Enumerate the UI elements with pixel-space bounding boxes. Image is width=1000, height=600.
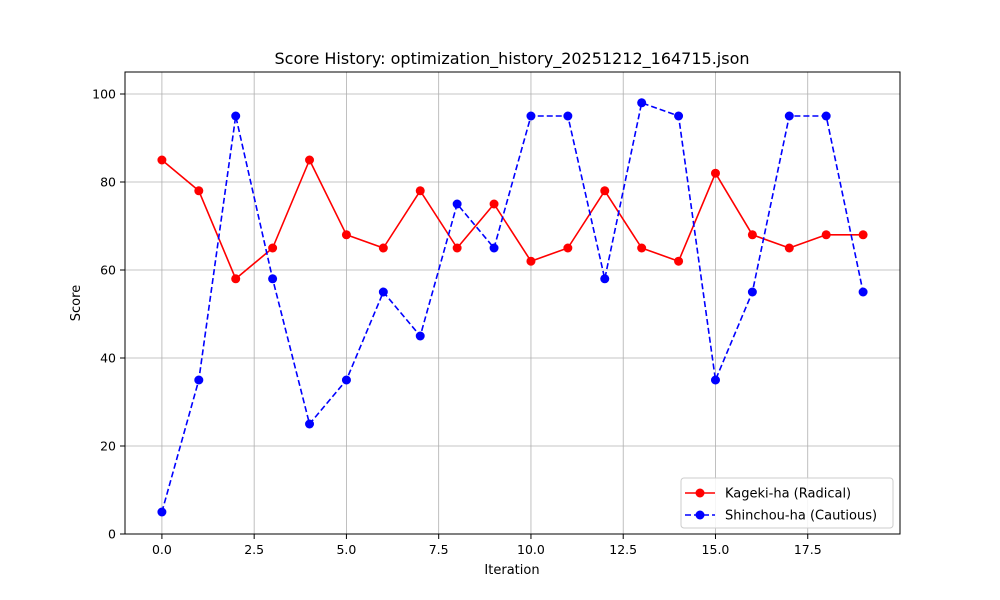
data-point (415, 331, 425, 341)
x-tick-label: 2.5 (244, 542, 264, 557)
data-point (305, 419, 315, 429)
y-axis-ticks: 0 20 40 60 80 100 (92, 87, 125, 542)
x-tick-label: 12.5 (609, 542, 637, 557)
data-point (305, 155, 315, 165)
data-point (637, 243, 647, 253)
legend-marker (695, 488, 705, 498)
x-tick-label: 10.0 (517, 542, 545, 557)
data-point (526, 256, 536, 266)
x-tick-label: 7.5 (429, 542, 449, 557)
data-point (157, 507, 167, 517)
data-point (858, 287, 868, 297)
data-point (747, 230, 757, 240)
data-point (452, 199, 462, 209)
y-tick-label: 20 (100, 439, 116, 454)
data-point (194, 186, 204, 196)
y-axis-label: Score (69, 285, 84, 321)
x-tick-label: 17.5 (794, 542, 822, 557)
data-point (194, 375, 204, 385)
y-tick-label: 40 (100, 351, 116, 366)
data-point (268, 274, 278, 284)
data-point (378, 243, 388, 253)
x-tick-label: 15.0 (702, 542, 730, 557)
data-point (710, 168, 720, 178)
data-point (821, 230, 831, 240)
data-point (268, 243, 278, 253)
data-point (378, 287, 388, 297)
data-point (710, 375, 720, 385)
data-point (674, 111, 684, 121)
legend-box (680, 477, 894, 529)
legend-label: Kageki-ha (Radical) (725, 487, 851, 502)
y-tick-label: 80 (100, 175, 116, 190)
data-point (784, 243, 794, 253)
data-point (489, 243, 499, 253)
y-tick-label: 100 (92, 87, 116, 102)
data-point (821, 111, 831, 121)
data-point (637, 98, 647, 108)
x-tick-label: 5.0 (336, 542, 356, 557)
data-point (341, 230, 351, 240)
x-axis-label: Iteration (484, 563, 539, 578)
plot-frame (124, 71, 901, 535)
data-point (231, 111, 241, 121)
series-line (161, 102, 864, 513)
y-tick-label: 0 (108, 527, 116, 542)
series-line (161, 159, 864, 280)
x-axis-ticks: 0.0 2.5 5.0 7.5 10.0 12.5 15.0 17.5 (152, 534, 822, 557)
data-point (415, 186, 425, 196)
data-point (563, 111, 573, 121)
series-2 (157, 98, 868, 517)
data-point (784, 111, 794, 121)
data-point (341, 375, 351, 385)
x-tick-label: 0.0 (152, 542, 172, 557)
data-point (157, 155, 167, 165)
y-tick-label: 60 (100, 263, 116, 278)
data-point (489, 199, 499, 209)
data-point (600, 186, 610, 196)
data-point (674, 256, 684, 266)
data-point (452, 243, 462, 253)
legend-marker (695, 510, 705, 520)
data-point (231, 274, 241, 284)
data-point (526, 111, 536, 121)
chart-title: Score History: optimization_history_2025… (274, 49, 749, 69)
data-point (747, 287, 757, 297)
legend-label: Shinchou-ha (Cautious) (725, 509, 877, 524)
series-1 (157, 155, 868, 284)
legend: Kageki-ha (Radical) Shinchou-ha (Cautious… (680, 477, 894, 529)
data-point (600, 274, 610, 284)
series-layer (157, 98, 868, 517)
data-point (858, 230, 868, 240)
data-point (563, 243, 573, 253)
